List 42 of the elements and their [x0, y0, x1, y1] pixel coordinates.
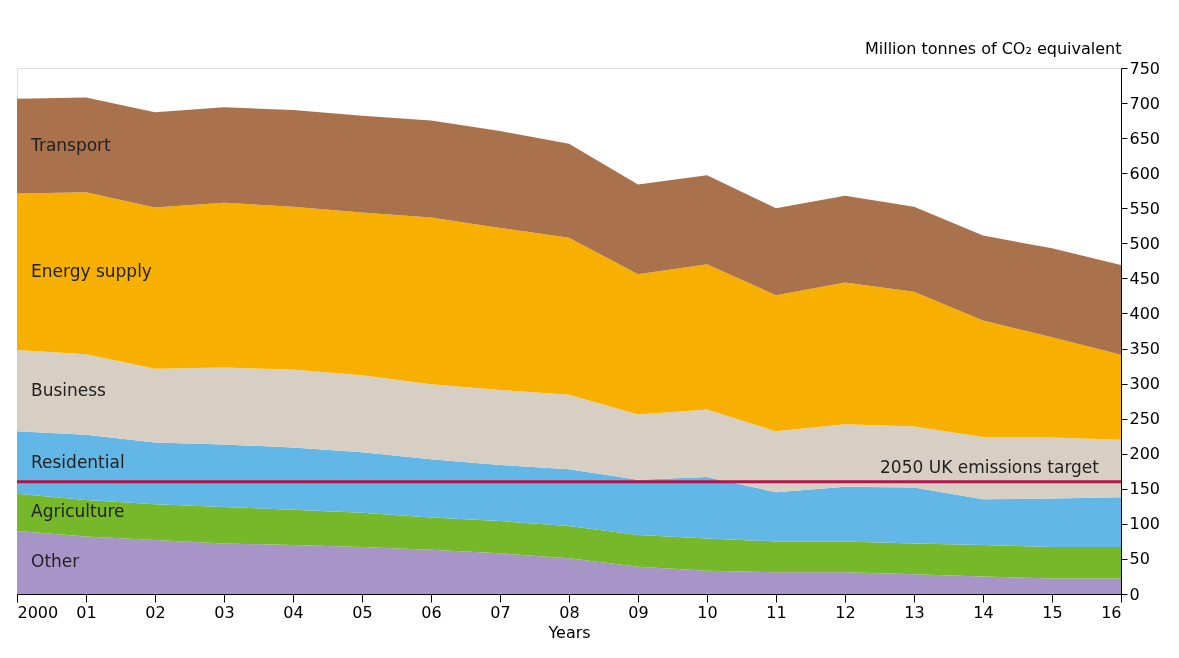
y-tick-label: 600 [1129, 163, 1161, 183]
series-label: Business [31, 379, 107, 400]
x-tick-label: 02 [145, 602, 166, 622]
x-tick-label: 05 [352, 602, 373, 622]
x-axis-title: Years [547, 622, 591, 642]
x-tick-label: 06 [421, 602, 442, 622]
series-label: Transport [30, 135, 112, 156]
series-label: Other [31, 551, 80, 572]
y-tick-label: 750 [1129, 58, 1161, 78]
y-axis-title: Million tonnes of CO₂ equivalent [864, 38, 1122, 58]
ref-line-label: 2050 UK emissions target [880, 456, 1100, 477]
y-tick-label: 550 [1129, 198, 1161, 218]
y-tick-label: 100 [1129, 514, 1161, 534]
x-tick-label: 15 [1042, 602, 1063, 622]
x-tick-label: 07 [490, 602, 511, 622]
x-tick-label: 10 [697, 602, 718, 622]
x-tick-label: 14 [973, 602, 994, 622]
x-tick-label: 13 [904, 602, 925, 622]
y-tick-label: 300 [1129, 374, 1161, 394]
y-tick-label: 700 [1129, 93, 1161, 113]
x-tick-label: 09 [628, 602, 649, 622]
y-tick-label: 500 [1129, 233, 1161, 253]
x-tick-label: 04 [283, 602, 304, 622]
y-tick-label: 650 [1129, 128, 1161, 148]
x-tick-label: 01 [76, 602, 97, 622]
y-tick-label: 350 [1129, 339, 1161, 359]
x-tick-label: 03 [214, 602, 235, 622]
y-tick-label: 150 [1129, 479, 1161, 499]
y-tick-label: 200 [1129, 444, 1161, 464]
x-tick-label: 2000 [17, 602, 59, 622]
y-tick-label: 450 [1129, 268, 1161, 288]
x-tick-label: 08 [559, 602, 580, 622]
series-label: Energy supply [31, 260, 152, 281]
x-tick-label: 11 [766, 602, 787, 622]
x-tick-label: 12 [835, 602, 856, 622]
y-tick-label: 250 [1129, 409, 1161, 429]
x-tick-label: 16 [1101, 602, 1122, 622]
y-tick-label: 0 [1129, 584, 1140, 604]
y-tick-label: 50 [1129, 549, 1150, 569]
series-label: Residential [31, 451, 125, 472]
series-label: Agriculture [31, 501, 125, 522]
y-tick-label: 400 [1129, 303, 1161, 323]
